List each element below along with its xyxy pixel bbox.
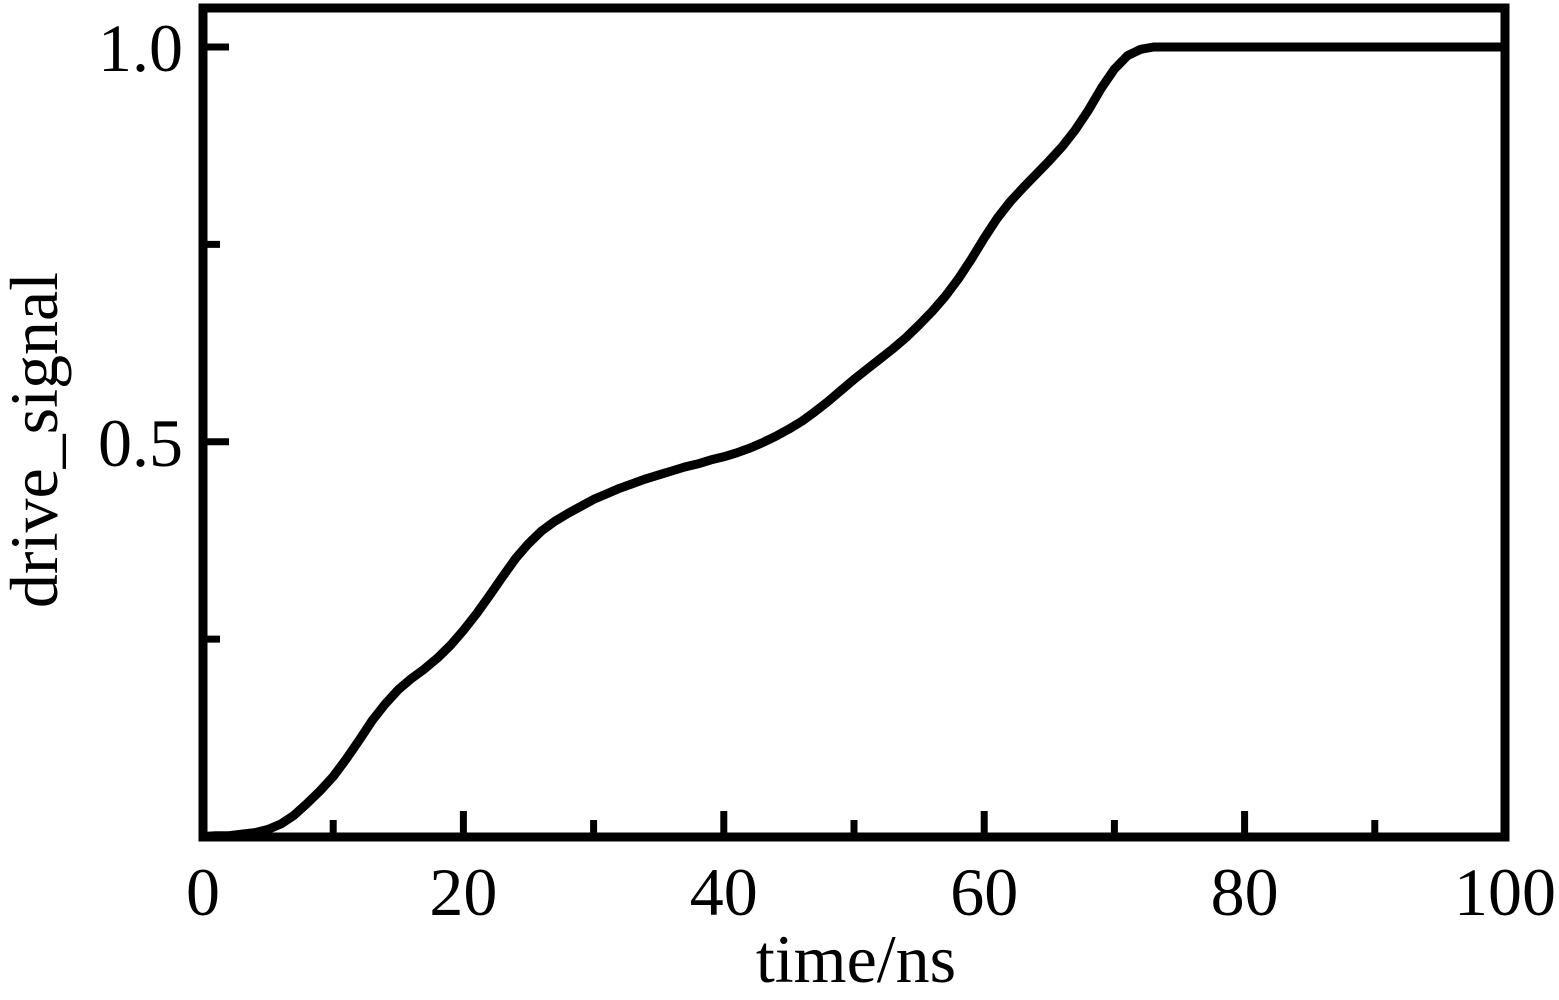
axis-tick-labels: 0 20 40 60 80 100 0.5 1.0 [98,10,1556,930]
y-axis-label: drive_signal [0,272,72,608]
y-tick-label: 0.5 [98,405,183,481]
x-tick-label: 20 [429,854,497,930]
series-group [198,42,1510,841]
y-tick-label: 1.0 [98,10,183,86]
x-tick-label: 80 [1211,854,1279,930]
plot-frame [198,3,1510,842]
x-tick-label: 100 [1454,854,1556,930]
drive-signal-curve [198,42,1510,841]
x-tick-label: 60 [950,854,1018,930]
x-tick-label: 0 [186,854,220,930]
x-tick-label: 40 [690,854,758,930]
x-axis-label: time/ns [756,921,956,997]
axis-ticks [199,43,1509,833]
